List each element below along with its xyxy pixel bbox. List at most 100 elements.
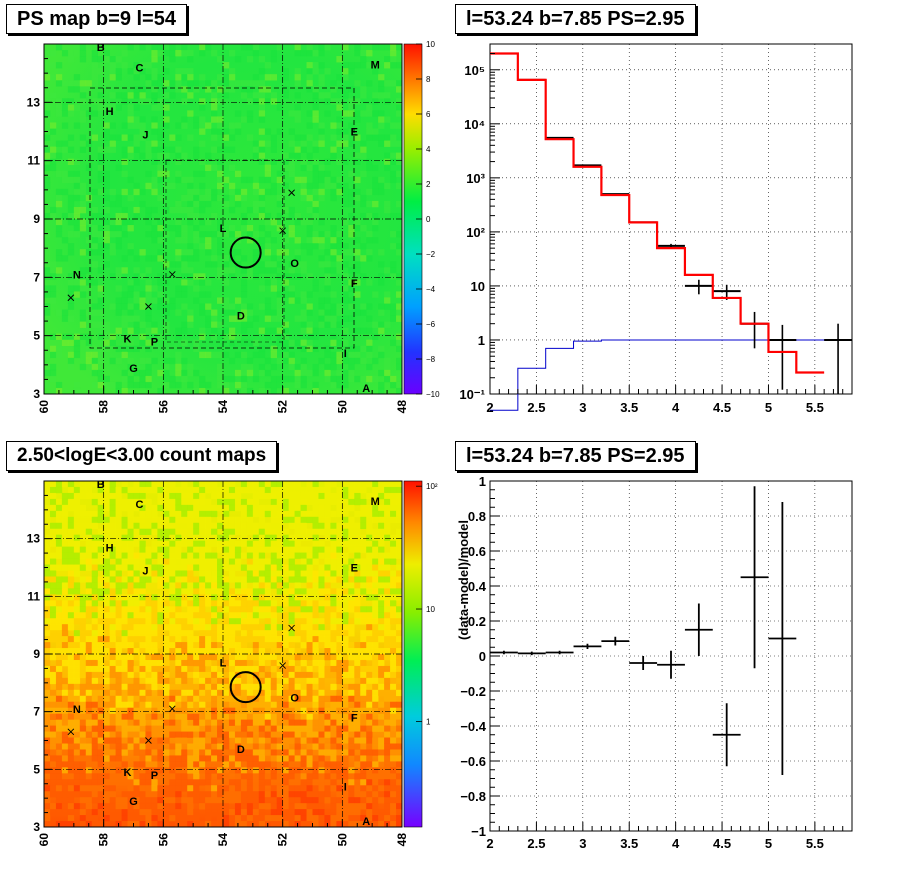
ps-map-colorbar-ticks: 10 8 6 4 2 0 −2 −4 −6 −8 −10 <box>416 40 440 399</box>
x-tick-label: 52 <box>276 833 290 847</box>
x-tick-label: 56 <box>156 400 170 414</box>
count-map-texture <box>44 481 403 828</box>
roi-inner-box <box>165 159 285 343</box>
target-circle <box>229 236 262 269</box>
y-tick-label: 10² <box>466 225 485 240</box>
source-label: I <box>344 782 347 794</box>
count-map-title: 2.50<logE<3.00 count maps <box>6 441 278 471</box>
colorbar-tick-label: −6 <box>426 320 436 329</box>
source-label: M <box>371 496 380 508</box>
spectrum-title: l=53.24 b=7.85 PS=2.95 <box>455 4 696 34</box>
x-tick-label: 52 <box>276 400 290 414</box>
x-tick-label: 58 <box>97 833 111 847</box>
x-tick-label: 4 <box>672 836 680 851</box>
residual-title: l=53.24 b=7.85 PS=2.95 <box>455 441 696 471</box>
x-tick-label: 2.5 <box>527 400 545 415</box>
y-tick-label: 11 <box>27 589 40 603</box>
source-label: F <box>351 712 358 724</box>
y-tick-label: −0.4 <box>460 719 486 734</box>
source-label: K <box>124 334 132 346</box>
y-tick-label: 10⁻¹ <box>459 387 485 402</box>
source-label: C <box>135 499 143 511</box>
x-tick-label: 50 <box>335 400 349 414</box>
y-tick-label: 13 <box>27 95 41 109</box>
source-label: K <box>124 767 132 779</box>
x-tick-label: 4.5 <box>713 836 731 851</box>
count-map-marks: B C M H J E L O N F D K P I G A <box>67 479 380 828</box>
spectrum-panel: 2 2.5 3 3.5 4 4.5 5 5.5 10⁻¹ 1 10 10² 10³ 10⁴ 10⁵ <box>459 43 853 415</box>
colorbar-tick-label: 2 <box>426 180 431 189</box>
source-label: E <box>351 127 358 139</box>
source-label: J <box>142 129 148 141</box>
y-tick-label: 0 <box>479 649 486 664</box>
source-cross <box>67 728 75 736</box>
x-tick-label: 4.5 <box>713 400 731 415</box>
y-tick-label: 0.2 <box>468 614 486 629</box>
source-label: P <box>151 770 158 782</box>
colorbar-tick-label: −4 <box>426 285 436 294</box>
residual-panel: 2 2.5 3 3.5 4 4.5 5 5.5 1 0.8 0.6 0.4 0.2 0 −0.2 −0.4 −0… <box>456 474 853 851</box>
y-tick-label: 7 <box>33 705 40 719</box>
count-map-colorbar <box>403 480 423 828</box>
y-tick-label: 7 <box>33 270 40 284</box>
residual-points <box>490 486 797 775</box>
y-tick-label: 10⁵ <box>464 63 485 78</box>
y-axis-label: (data-model)/model <box>456 520 471 640</box>
source-cross <box>168 705 176 713</box>
spectrum-series <box>490 52 852 411</box>
ps-map-axes: 60 58 56 54 52 50 48 3 5 7 9 11 13 <box>27 58 409 414</box>
count-map-grid <box>44 481 402 827</box>
source-label: D <box>237 310 245 322</box>
x-tick-label: 54 <box>216 400 230 414</box>
y-tick-label: 1 <box>478 333 485 348</box>
y-tick-label: 11 <box>27 154 40 168</box>
total-model-line <box>490 52 825 374</box>
y-tick-label: 10 <box>471 279 485 294</box>
source-label: F <box>351 278 358 290</box>
ps-map-title: PS map b=9 l=54 <box>6 4 187 34</box>
x-tick-label: 50 <box>335 833 349 847</box>
source-label: G <box>129 796 138 808</box>
x-tick-label: 5.5 <box>806 836 824 851</box>
colorbar-tick-label: 0 <box>426 215 431 224</box>
colorbar-tick-label: 4 <box>426 145 431 154</box>
source-label: L <box>220 223 227 235</box>
x-tick-label: 3.5 <box>620 400 638 415</box>
colorbar-tick-label: −8 <box>426 355 436 364</box>
x-tick-label: 2 <box>486 400 493 415</box>
y-tick-label: 0.6 <box>468 544 486 559</box>
x-tick-label: 60 <box>37 400 51 414</box>
x-tick-label: 5 <box>765 836 772 851</box>
colorbar-tick-label: 10² <box>426 482 438 491</box>
y-tick-label: −0.8 <box>460 789 486 804</box>
count-map-axes: 60 58 56 54 52 50 48 3 5 7 9 11 13 <box>27 494 409 847</box>
x-tick-label: 5 <box>765 400 772 415</box>
source-cross <box>168 271 176 278</box>
source-label: L <box>220 658 227 670</box>
source-label: G <box>129 363 138 375</box>
residual-axes: 2 2.5 3 3.5 4 4.5 5 5.5 1 0.8 0.6 0.4 0.2 0 −0.2 −0.4 −0… <box>456 474 844 851</box>
source-cross <box>145 303 152 310</box>
y-tick-label: 3 <box>33 820 40 834</box>
y-tick-label: −1 <box>471 824 486 839</box>
x-tick-label: 2.5 <box>527 836 545 851</box>
colorbar-tick-label: 1 <box>426 717 431 726</box>
colorbar-tick-label: 8 <box>426 75 431 84</box>
roi-outer-box <box>89 87 355 349</box>
x-tick-label: 48 <box>395 833 409 847</box>
y-tick-label: −0.2 <box>460 684 486 699</box>
x-tick-label: 2 <box>486 836 493 851</box>
x-tick-label: 54 <box>216 833 230 847</box>
y-tick-label: 5 <box>33 762 40 776</box>
x-tick-label: 3 <box>579 400 586 415</box>
y-tick-label: 10⁴ <box>464 117 485 132</box>
y-tick-label: 13 <box>27 532 41 546</box>
source-label: D <box>237 744 245 756</box>
y-tick-label: 0.4 <box>468 579 487 594</box>
colorbar-tick-label: −10 <box>426 390 440 399</box>
source-label: N <box>73 704 81 716</box>
source-label: M <box>371 59 380 71</box>
source-label: A <box>362 816 370 828</box>
x-tick-label: 4 <box>672 400 680 415</box>
